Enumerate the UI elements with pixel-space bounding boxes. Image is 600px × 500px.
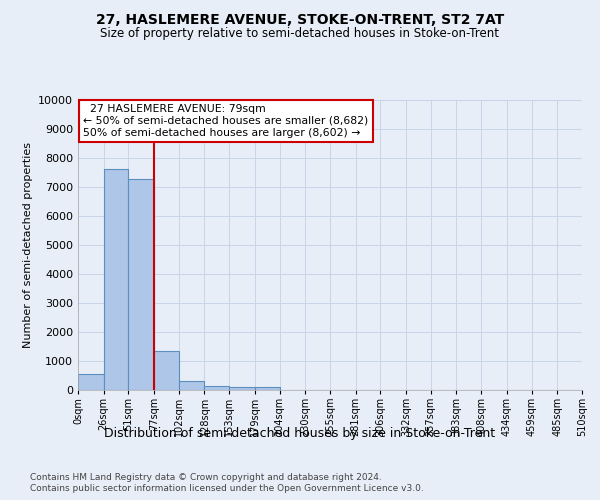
Text: 27 HASLEMERE AVENUE: 79sqm
← 50% of semi-detached houses are smaller (8,682)
50%: 27 HASLEMERE AVENUE: 79sqm ← 50% of semi… (83, 104, 368, 138)
Text: Size of property relative to semi-detached houses in Stoke-on-Trent: Size of property relative to semi-detach… (101, 28, 499, 40)
Text: Contains HM Land Registry data © Crown copyright and database right 2024.: Contains HM Land Registry data © Crown c… (30, 472, 382, 482)
Bar (255, 388, 280, 390)
Bar (179, 380, 205, 390)
Bar (154, 350, 179, 390)
Y-axis label: Number of semi-detached properties: Number of semi-detached properties (23, 142, 32, 348)
Text: Distribution of semi-detached houses by size in Stoke-on-Trent: Distribution of semi-detached houses by … (104, 428, 496, 440)
Text: 27, HASLEMERE AVENUE, STOKE-ON-TRENT, ST2 7AT: 27, HASLEMERE AVENUE, STOKE-ON-TRENT, ST… (96, 12, 504, 26)
Bar (78, 374, 104, 390)
Bar (128, 179, 154, 390)
Bar (229, 386, 255, 390)
Text: Contains public sector information licensed under the Open Government Licence v3: Contains public sector information licen… (30, 484, 424, 493)
Bar (205, 386, 229, 390)
Bar (104, 169, 128, 390)
